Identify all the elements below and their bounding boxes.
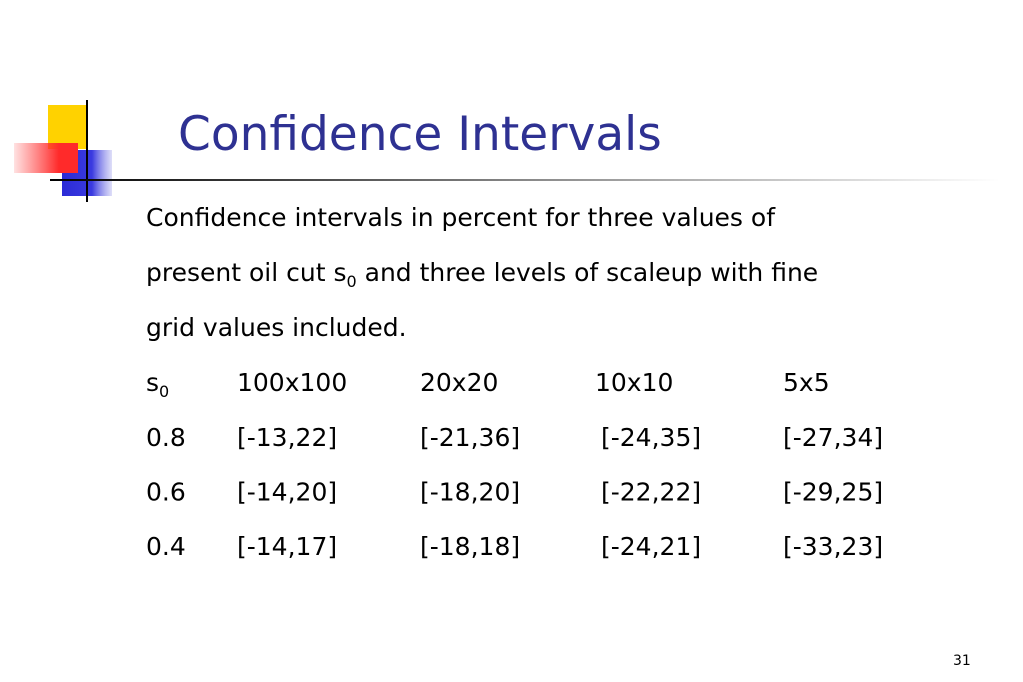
table-header: 20x20 — [420, 368, 498, 397]
logo-red — [14, 143, 78, 173]
text: and three levels of scaleup with fine — [357, 258, 819, 287]
subscript: 0 — [159, 382, 169, 401]
table-header: 10x10 — [595, 368, 673, 397]
page-number: 31 — [953, 653, 971, 669]
table-cell: [-22,22] — [601, 478, 701, 507]
slide-title: Confidence Intervals — [178, 107, 662, 162]
table-cell: [-33,23] — [783, 532, 883, 561]
table-cell: [-27,34] — [783, 423, 883, 452]
table-cell: [-18,18] — [420, 532, 520, 561]
table-cell: [-21,36] — [420, 423, 520, 452]
table-cell: [-14,17] — [237, 532, 337, 561]
paragraph-line: grid values included. — [146, 313, 407, 342]
table-cell: 0.8 — [146, 423, 186, 452]
table-header: s0 — [146, 368, 169, 401]
logo — [14, 100, 112, 202]
subscript: 0 — [346, 272, 356, 291]
paragraph-line: Confidence intervals in percent for thre… — [146, 203, 776, 232]
table-cell: [-18,20] — [420, 478, 520, 507]
logo-yellow — [48, 105, 86, 149]
table-cell: 0.4 — [146, 532, 186, 561]
table-cell: [-29,25] — [783, 478, 883, 507]
table-cell: 0.6 — [146, 478, 186, 507]
table-cell: [-13,22] — [237, 423, 337, 452]
text: present oil cut s — [146, 258, 346, 287]
table: s0 100x100 20x20 10x10 5x5 0.8 [-13,22] [-21,3… — [146, 368, 883, 561]
text: s — [146, 368, 159, 397]
table-header: 100x100 — [237, 368, 347, 397]
table-cell: [-14,20] — [237, 478, 337, 507]
paragraph-line: present oil cut s0 and three levels of s… — [146, 258, 818, 291]
title-rule — [50, 179, 1000, 181]
table-header: 5x5 — [783, 368, 830, 397]
table-cell: [-24,21] — [601, 532, 701, 561]
table-cell: [-24,35] — [601, 423, 701, 452]
